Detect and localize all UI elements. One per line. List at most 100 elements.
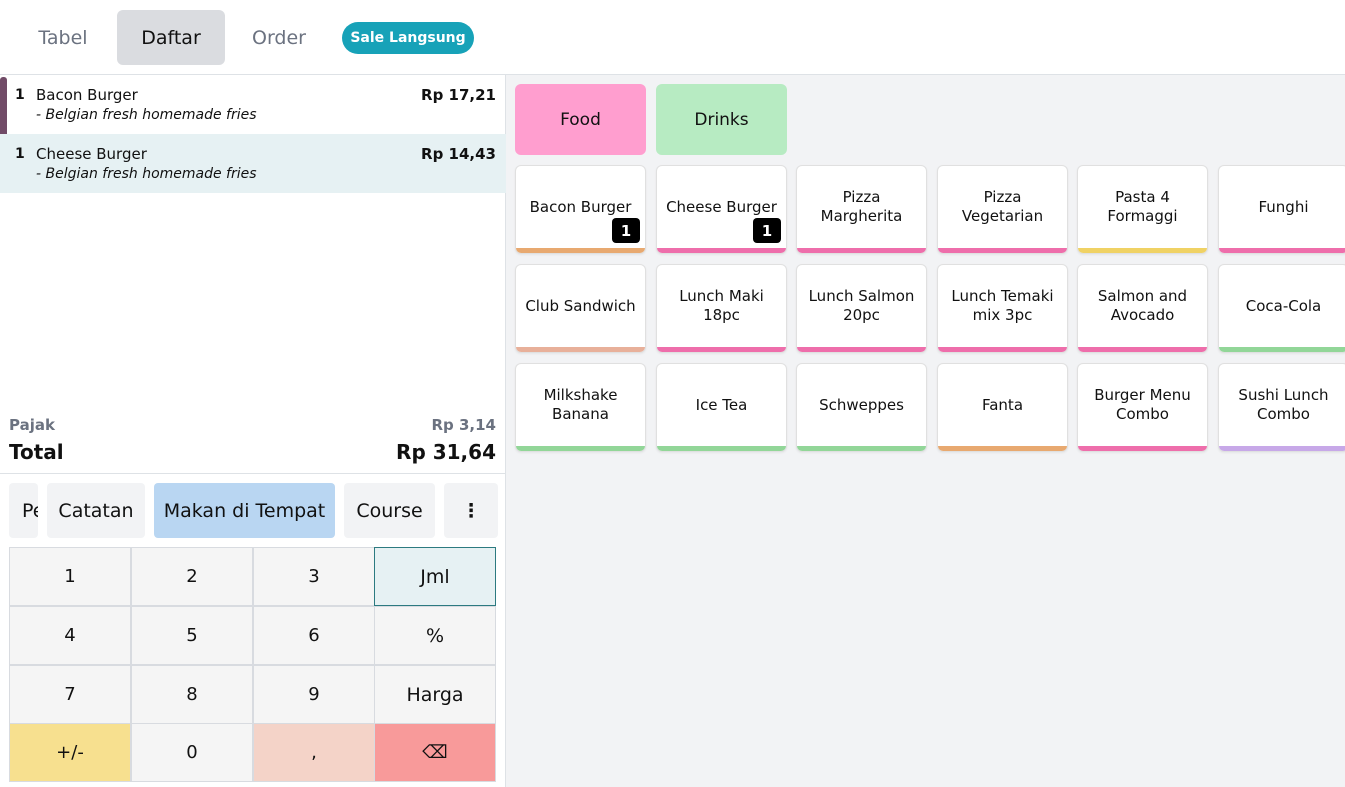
product-card[interactable]: Salmon and Avocado [1077,264,1208,353]
numpad-mode-price[interactable]: Harga [374,665,496,724]
product-name: Ice Tea [695,395,748,414]
order-line-note: - Belgian fresh homemade fries [36,166,257,182]
product-card[interactable]: Fanta [937,363,1068,452]
product-color-bar [938,446,1067,451]
product-qty-badge: 1 [753,218,781,243]
product-name: Lunch Temaki mix 3pc [951,287,1054,324]
product-color-bar [1219,347,1345,352]
product-color-bar [938,347,1067,352]
product-card[interactable]: Burger Menu Combo [1077,363,1208,452]
order-line[interactable]: 1 Bacon Burger Rp 17,21 - Belgian fresh … [0,75,506,134]
tab-tabel[interactable]: Tabel [38,26,88,49]
product-card[interactable]: Schweppes [796,363,927,452]
numpad-key-2[interactable]: 2 [131,547,253,606]
note-button[interactable]: Catatan [47,483,145,538]
product-name: Pasta 4 Formaggi [1107,188,1178,225]
product-color-bar [657,347,786,352]
numpad-key-1[interactable]: 1 [9,547,131,606]
product-card[interactable]: Club Sandwich [515,264,646,353]
tax-value: Rp 3,14 [431,416,496,434]
order-line-note: - Belgian fresh homemade fries [36,107,257,123]
numpad-mode-discount[interactable]: % [374,606,496,665]
product-color-bar [516,248,645,253]
product-color-bar [516,446,645,451]
numpad-key-4[interactable]: 4 [9,606,131,665]
product-color-bar [657,248,786,253]
product-color-bar [516,347,645,352]
order-panel: 1 Bacon Burger Rp 17,21 - Belgian fresh … [0,75,506,787]
product-card[interactable]: Pasta 4 Formaggi [1077,165,1208,254]
tab-daftar[interactable]: Daftar [117,10,225,65]
order-line-qty: 1 [15,87,25,103]
product-name: Bacon Burger [529,197,632,216]
product-card[interactable]: Funghi [1218,165,1345,254]
total-value: Rp 31,64 [396,440,496,464]
numpad-key-9[interactable]: 9 [253,665,375,724]
product-color-bar [1078,446,1207,451]
product-color-bar [1078,347,1207,352]
product-color-bar [938,248,1067,253]
order-line-qty: 1 [15,146,25,162]
top-bar: Tabel Daftar Order Sale Langsung [0,0,1345,75]
divider [0,473,506,474]
order-line-name: Cheese Burger [36,145,147,163]
dine-in-button[interactable]: Makan di Tempat [154,483,335,538]
product-color-bar [797,446,926,451]
numpad-mode-quantity[interactable]: Jml [374,547,496,606]
numpad-key-comma[interactable]: , [253,723,375,782]
product-name: Lunch Salmon 20pc [808,287,915,324]
category-food[interactable]: Food [515,84,646,155]
order-line-price: Rp 17,21 [421,86,496,104]
product-card[interactable]: Lunch Maki 18pc [656,264,787,353]
product-name: Coca-Cola [1245,296,1322,315]
product-name: Fanta [981,395,1024,414]
more-options-icon[interactable]: ⋮ [444,483,498,538]
product-color-bar [797,347,926,352]
total-label: Total [9,440,64,464]
product-card[interactable]: Sushi Lunch Combo [1218,363,1345,452]
numpad: 1 2 3 Jml 4 5 6 % 7 8 9 Harga +/- 0 , ⌫ [9,547,496,782]
backspace-icon[interactable]: ⌫ [374,723,496,782]
numpad-key-6[interactable]: 6 [253,606,375,665]
product-card[interactable]: Bacon Burger 1 [515,165,646,254]
numpad-key-0[interactable]: 0 [131,723,253,782]
product-name: Lunch Maki 18pc [679,287,764,324]
numpad-key-8[interactable]: 8 [131,665,253,724]
product-color-bar [1219,248,1345,253]
numpad-key-3[interactable]: 3 [253,547,375,606]
product-card[interactable]: Cheese Burger 1 [656,165,787,254]
numpad-key-5[interactable]: 5 [131,606,253,665]
sale-langsung-button[interactable]: Sale Langsung [342,22,474,54]
product-name: Salmon and Avocado [1097,287,1188,324]
order-line-price: Rp 14,43 [421,145,496,163]
product-qty-badge: 1 [612,218,640,243]
product-color-bar [1219,446,1345,451]
product-color-bar [797,248,926,253]
product-card[interactable]: Ice Tea [656,363,787,452]
product-name: Sushi Lunch Combo [1238,386,1329,423]
order-line-selected[interactable]: 1 Cheese Burger Rp 14,43 - Belgian fresh… [0,134,506,193]
category-drinks[interactable]: Drinks [656,84,787,155]
product-card[interactable]: Milkshake Banana [515,363,646,452]
product-name: Burger Menu Combo [1094,386,1191,423]
tab-order[interactable]: Order [252,26,306,49]
customer-button[interactable]: Pe [9,483,38,538]
product-name: Cheese Burger [666,197,777,216]
product-name: Schweppes [819,395,904,414]
product-name: Club Sandwich [525,296,636,315]
tax-label: Pajak [9,416,55,434]
product-card[interactable]: Lunch Salmon 20pc [796,264,927,353]
numpad-key-7[interactable]: 7 [9,665,131,724]
product-card[interactable]: Pizza Vegetarian [937,165,1068,254]
product-color-bar [657,446,786,451]
product-card[interactable]: Pizza Margherita [796,165,927,254]
product-name: Milkshake Banana [543,386,618,423]
product-card[interactable]: Coca-Cola [1218,264,1345,353]
product-card[interactable]: Lunch Temaki mix 3pc [937,264,1068,353]
product-name: Pizza Margherita [820,188,903,225]
numpad-key-plus-minus[interactable]: +/- [9,723,131,782]
product-color-bar [1078,248,1207,253]
order-line-name: Bacon Burger [36,86,138,104]
course-button[interactable]: Course [344,483,435,538]
product-name: Funghi [1258,197,1309,216]
